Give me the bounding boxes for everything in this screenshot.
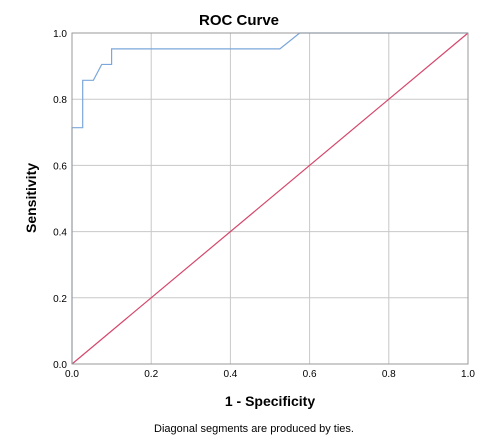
y-tick-label: 0.6 [53, 161, 67, 172]
x-axis-label: 1 - Specificity [225, 393, 315, 409]
series-layer [71, 32, 469, 365]
tick-labels: 0.0 0.2 0.4 0.6 0.8 1.0 0.0 0.2 0.4 0.6 0.8 1.0 [53, 29, 475, 380]
y-tick-label: 0.2 [53, 294, 67, 305]
reference-line [71, 32, 469, 365]
x-tick-label: 0.2 [144, 369, 158, 380]
x-tick-label: 0.8 [382, 369, 396, 380]
plot-frame [71, 32, 469, 365]
roc-curve-line [71, 32, 468, 364]
grid-lines [72, 33, 468, 364]
footnote: Diagonal segments are produced by ties. [154, 423, 354, 435]
y-tick-label: 1.0 [53, 29, 67, 40]
y-tick-label: 0.0 [53, 360, 67, 371]
x-tick-label: 0.0 [65, 369, 79, 380]
chart-title: ROC Curve [199, 12, 279, 29]
x-tick-label: 0.6 [303, 369, 317, 380]
x-tick-label: 0.4 [223, 369, 237, 380]
y-tick-label: 0.8 [53, 95, 67, 106]
y-tick-label: 0.4 [53, 228, 67, 239]
y-axis-label: Sensitivity [23, 163, 39, 233]
x-tick-label: 1.0 [461, 369, 475, 380]
